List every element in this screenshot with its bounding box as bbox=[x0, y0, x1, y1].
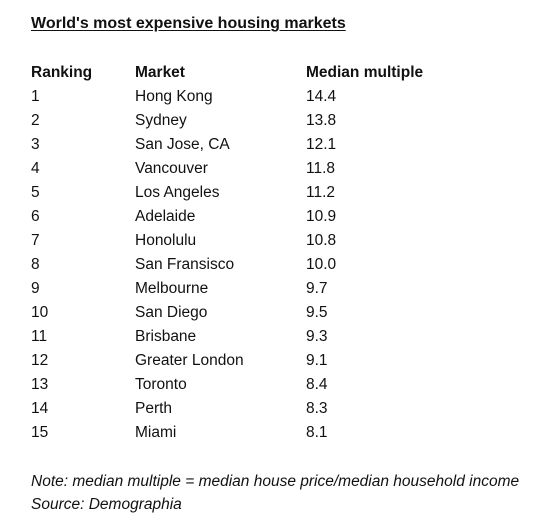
cell-ranking: 6 bbox=[31, 208, 40, 225]
cell-market: San Diego bbox=[135, 304, 208, 321]
cell-ranking: 15 bbox=[31, 424, 49, 441]
header-median-multiple: Median multiple bbox=[306, 64, 424, 81]
cell-ranking: 1 bbox=[31, 88, 40, 105]
cell-ranking: 8 bbox=[31, 256, 40, 273]
page-title: World's most expensive housing markets bbox=[31, 15, 346, 32]
cell-median-multiple: 10.8 bbox=[306, 232, 337, 249]
cell-median-multiple: 8.4 bbox=[306, 376, 328, 393]
cell-median-multiple: 11.8 bbox=[306, 160, 336, 177]
cell-median-multiple: 8.3 bbox=[306, 400, 328, 417]
header-ranking: Ranking bbox=[31, 64, 93, 81]
cell-ranking: 12 bbox=[31, 352, 49, 369]
cell-market: San Fransisco bbox=[135, 256, 235, 273]
header-market: Market bbox=[135, 64, 185, 81]
cell-median-multiple: 9.3 bbox=[306, 328, 328, 345]
cell-market: Miami bbox=[135, 424, 177, 441]
cell-median-multiple: 9.7 bbox=[306, 280, 328, 297]
cell-market: Perth bbox=[135, 400, 173, 417]
cell-ranking: 11 bbox=[31, 328, 48, 345]
cell-median-multiple: 13.8 bbox=[306, 112, 337, 129]
cell-median-multiple: 10.0 bbox=[306, 256, 337, 273]
cell-market: Melbourne bbox=[135, 280, 209, 297]
cell-ranking: 10 bbox=[31, 304, 49, 321]
cell-median-multiple: 9.5 bbox=[306, 304, 328, 321]
cell-median-multiple: 9.1 bbox=[306, 352, 328, 369]
cell-median-multiple: 10.9 bbox=[306, 208, 337, 225]
cell-market: Greater London bbox=[135, 352, 244, 369]
cell-median-multiple: 8.1 bbox=[306, 424, 328, 441]
cell-ranking: 7 bbox=[31, 232, 40, 249]
cell-median-multiple: 14.4 bbox=[306, 88, 337, 105]
cell-median-multiple: 11.2 bbox=[306, 184, 336, 201]
cell-market: Sydney bbox=[135, 112, 187, 129]
source-text: Source: Demographia bbox=[31, 496, 182, 513]
cell-ranking: 2 bbox=[31, 112, 40, 129]
cell-ranking: 9 bbox=[31, 280, 40, 297]
footnote: Note: median multiple = median house pri… bbox=[31, 470, 519, 516]
cell-market: San Jose, CA bbox=[135, 136, 230, 153]
cell-market: Hong Kong bbox=[135, 88, 213, 105]
cell-market: Honolulu bbox=[135, 232, 197, 249]
cell-median-multiple: 12.1 bbox=[306, 136, 337, 153]
cell-market: Toronto bbox=[135, 376, 187, 393]
cell-ranking: 13 bbox=[31, 376, 49, 393]
note-text: Note: median multiple = median house pri… bbox=[31, 473, 520, 490]
cell-market: Brisbane bbox=[135, 328, 197, 345]
cell-market: Los Angeles bbox=[135, 184, 220, 201]
cell-ranking: 3 bbox=[31, 136, 40, 153]
cell-market: Vancouver bbox=[135, 160, 208, 177]
cell-ranking: 4 bbox=[31, 160, 40, 177]
cell-ranking: 5 bbox=[31, 184, 40, 201]
cell-market: Adelaide bbox=[135, 208, 196, 225]
cell-ranking: 14 bbox=[31, 400, 49, 417]
